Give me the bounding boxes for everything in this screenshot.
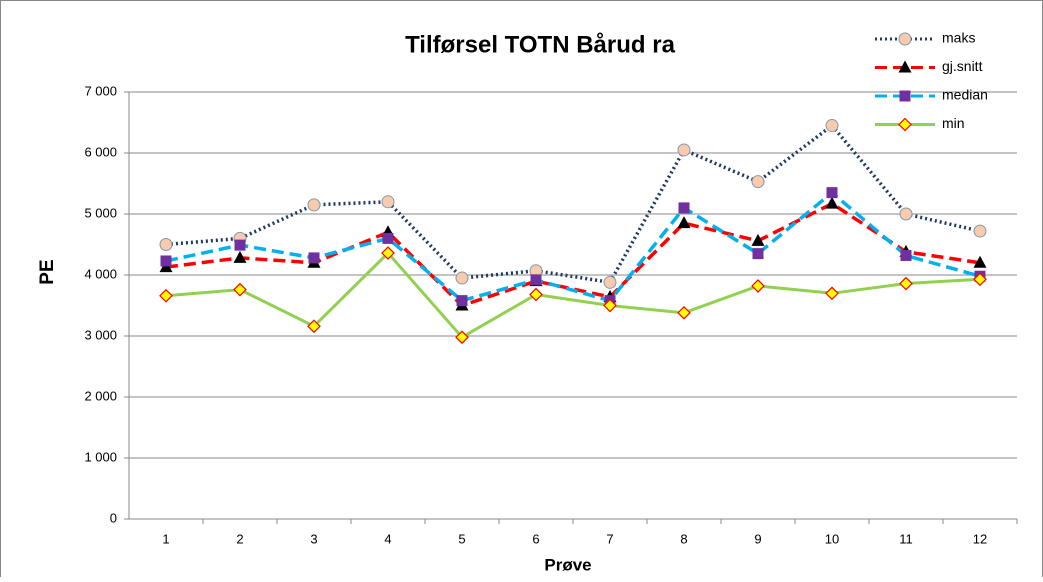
x-tick-label: 2 xyxy=(236,531,243,546)
marker xyxy=(456,295,468,307)
y-tick-label: 0 xyxy=(110,510,117,525)
marker xyxy=(825,196,839,209)
marker xyxy=(455,271,469,285)
x-tick-label: 12 xyxy=(973,531,987,546)
marker xyxy=(455,330,469,345)
marker xyxy=(899,207,913,221)
marker xyxy=(973,255,987,268)
marker xyxy=(603,275,617,289)
x-tick-label: 1 xyxy=(162,531,169,546)
x-tick-label: 7 xyxy=(606,531,613,546)
marker xyxy=(382,232,394,244)
y-tick-label: 6 000 xyxy=(84,144,117,159)
marker xyxy=(677,216,691,229)
y-tick-label: 5 000 xyxy=(84,205,117,220)
marker xyxy=(307,198,321,212)
x-tick-label: 4 xyxy=(384,531,391,546)
x-tick-label: 6 xyxy=(532,531,539,546)
marker xyxy=(973,272,987,287)
x-tick-label: 11 xyxy=(899,531,913,546)
marker xyxy=(159,288,173,303)
marker xyxy=(751,279,765,293)
x-tick-label: 9 xyxy=(754,531,761,546)
marker xyxy=(381,195,395,209)
legend-label: median xyxy=(942,87,988,103)
marker xyxy=(677,305,691,320)
y-tick-label: 3 000 xyxy=(84,327,117,342)
legend-marker xyxy=(898,32,912,46)
marker xyxy=(307,319,321,334)
marker xyxy=(677,143,691,157)
marker xyxy=(233,282,247,297)
y-tick-label: 2 000 xyxy=(84,388,117,403)
x-axis-label: Prøve xyxy=(544,555,591,574)
marker xyxy=(825,286,839,301)
y-axis-label: PE xyxy=(37,259,58,284)
series-line xyxy=(165,201,981,308)
x-tick-label: 3 xyxy=(310,531,317,546)
series-line xyxy=(165,190,981,303)
marker xyxy=(825,119,839,133)
marker xyxy=(381,246,395,260)
x-tick-label: 10 xyxy=(825,531,839,546)
y-tick-label: 7 000 xyxy=(84,83,117,98)
y-tick-label: 1 000 xyxy=(84,449,117,464)
legend-marker xyxy=(899,90,911,102)
marker xyxy=(159,238,173,251)
marker xyxy=(530,274,542,286)
marker xyxy=(233,250,247,263)
legend-marker xyxy=(898,60,912,73)
legend-marker xyxy=(898,117,912,132)
legend-label: gj.snitt xyxy=(942,58,983,74)
marker xyxy=(973,224,987,238)
marker xyxy=(308,252,320,264)
marker xyxy=(826,187,838,199)
y-tick-label: 4 000 xyxy=(84,266,117,281)
marker xyxy=(529,287,543,302)
legend-label: min xyxy=(942,115,965,131)
x-tick-label: 5 xyxy=(458,531,465,546)
series-line xyxy=(165,250,981,340)
x-tick-label: 8 xyxy=(680,531,687,546)
legend-label: maks xyxy=(942,30,975,46)
marker xyxy=(752,248,764,260)
marker xyxy=(678,202,690,214)
marker xyxy=(751,175,765,189)
series-line xyxy=(165,123,981,285)
chart-title: Tilførsel TOTN Bårud ra xyxy=(405,31,675,58)
marker xyxy=(234,239,246,251)
marker xyxy=(160,255,172,267)
marker xyxy=(751,233,765,246)
marker xyxy=(899,276,913,291)
marker xyxy=(603,298,617,313)
marker xyxy=(900,249,912,261)
